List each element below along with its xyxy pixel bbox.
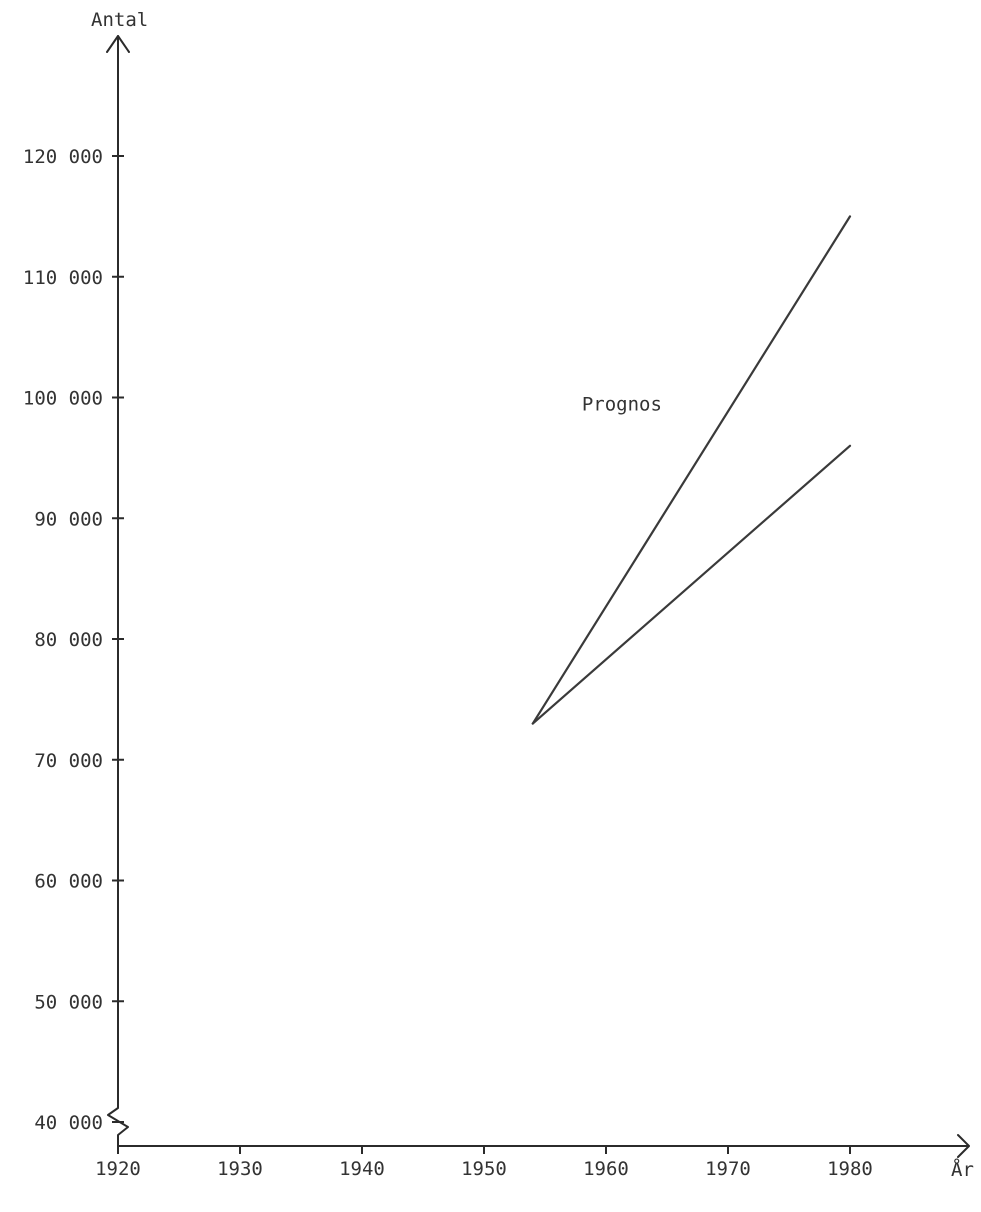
y-tick-label: 50 000 xyxy=(34,991,103,1013)
y-tick-label: 120 000 xyxy=(23,146,103,168)
x-tick-label: 1920 xyxy=(95,1158,141,1180)
x-tick-label: 1950 xyxy=(461,1158,507,1180)
x-tick-label: 1980 xyxy=(827,1158,873,1180)
y-tick-label: 60 000 xyxy=(34,871,103,893)
y-axis-label: Antal xyxy=(91,9,148,31)
axis-tick-labels: 40 000 50 000 60 000 70 000 80 000 90 000 100 … xyxy=(23,146,873,1180)
x-tick-label: 1930 xyxy=(217,1158,263,1180)
y-tick-label: 80 000 xyxy=(34,629,103,651)
x-axis-label: År xyxy=(951,1158,974,1181)
series-line-1 xyxy=(531,215,852,725)
y-tick-label: 110 000 xyxy=(23,267,103,289)
y-tick-label: 100 000 xyxy=(23,388,103,410)
y-axis-arrow xyxy=(106,35,130,53)
x-tick-label: 1940 xyxy=(339,1158,385,1180)
axis-ticks xyxy=(112,155,851,1154)
y-tick-label: 90 000 xyxy=(34,508,103,530)
y-axis-line xyxy=(107,35,129,1147)
y-tick-label: 40 000 xyxy=(34,1112,103,1134)
series-line-2 xyxy=(531,444,852,725)
x-tick-label: 1970 xyxy=(705,1158,751,1180)
axes xyxy=(106,35,970,1158)
series-layer: Prognos xyxy=(531,215,852,725)
x-axis-arrow xyxy=(957,1134,970,1158)
y-tick-label: 70 000 xyxy=(34,750,103,772)
annotation-label: Prognos xyxy=(582,394,662,416)
x-tick-label: 1960 xyxy=(583,1158,629,1180)
